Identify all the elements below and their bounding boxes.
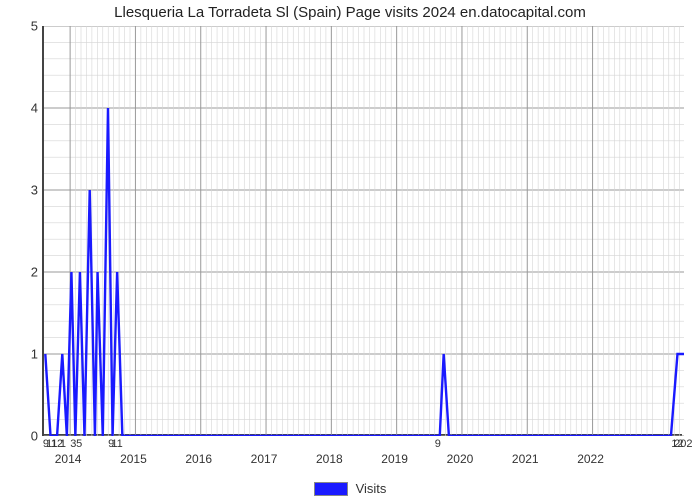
legend-label: Visits [356, 481, 387, 496]
legend: Visits [0, 481, 700, 496]
y-tick-label: 0 [0, 429, 38, 444]
chart-container: Llesqueria La Torradeta Sl (Spain) Page … [0, 0, 700, 500]
y-tick-label: 5 [0, 19, 38, 34]
x-major-tick-label: 2014 [55, 452, 82, 466]
x-minor-tick-label: 5 [76, 438, 82, 450]
x-minor-tick-label: 1 [60, 438, 66, 450]
x-major-tick-label: 2018 [316, 452, 343, 466]
chart-svg [44, 26, 684, 436]
y-tick-label: 3 [0, 183, 38, 198]
y-tick-label: 4 [0, 101, 38, 116]
x-major-tick-label: 2022 [577, 452, 604, 466]
x-minor-tick-label: 9 [435, 438, 441, 450]
y-tick-label: 1 [0, 347, 38, 362]
x-minor-tick-label: 11 [111, 438, 122, 450]
x-major-tick-label: 2015 [120, 452, 147, 466]
y-tick-label: 2 [0, 265, 38, 280]
legend-swatch [314, 482, 348, 496]
x-major-tick-label: 2020 [447, 452, 474, 466]
gridlines [44, 26, 684, 436]
chart-title: Llesqueria La Torradeta Sl (Spain) Page … [0, 4, 700, 21]
x-minor-tick-label: 202 [674, 438, 692, 450]
x-major-tick-label: 2021 [512, 452, 539, 466]
plot-area [42, 26, 682, 436]
x-major-tick-label: 2016 [185, 452, 212, 466]
x-major-tick-label: 2017 [251, 452, 278, 466]
x-major-tick-label: 2019 [381, 452, 408, 466]
